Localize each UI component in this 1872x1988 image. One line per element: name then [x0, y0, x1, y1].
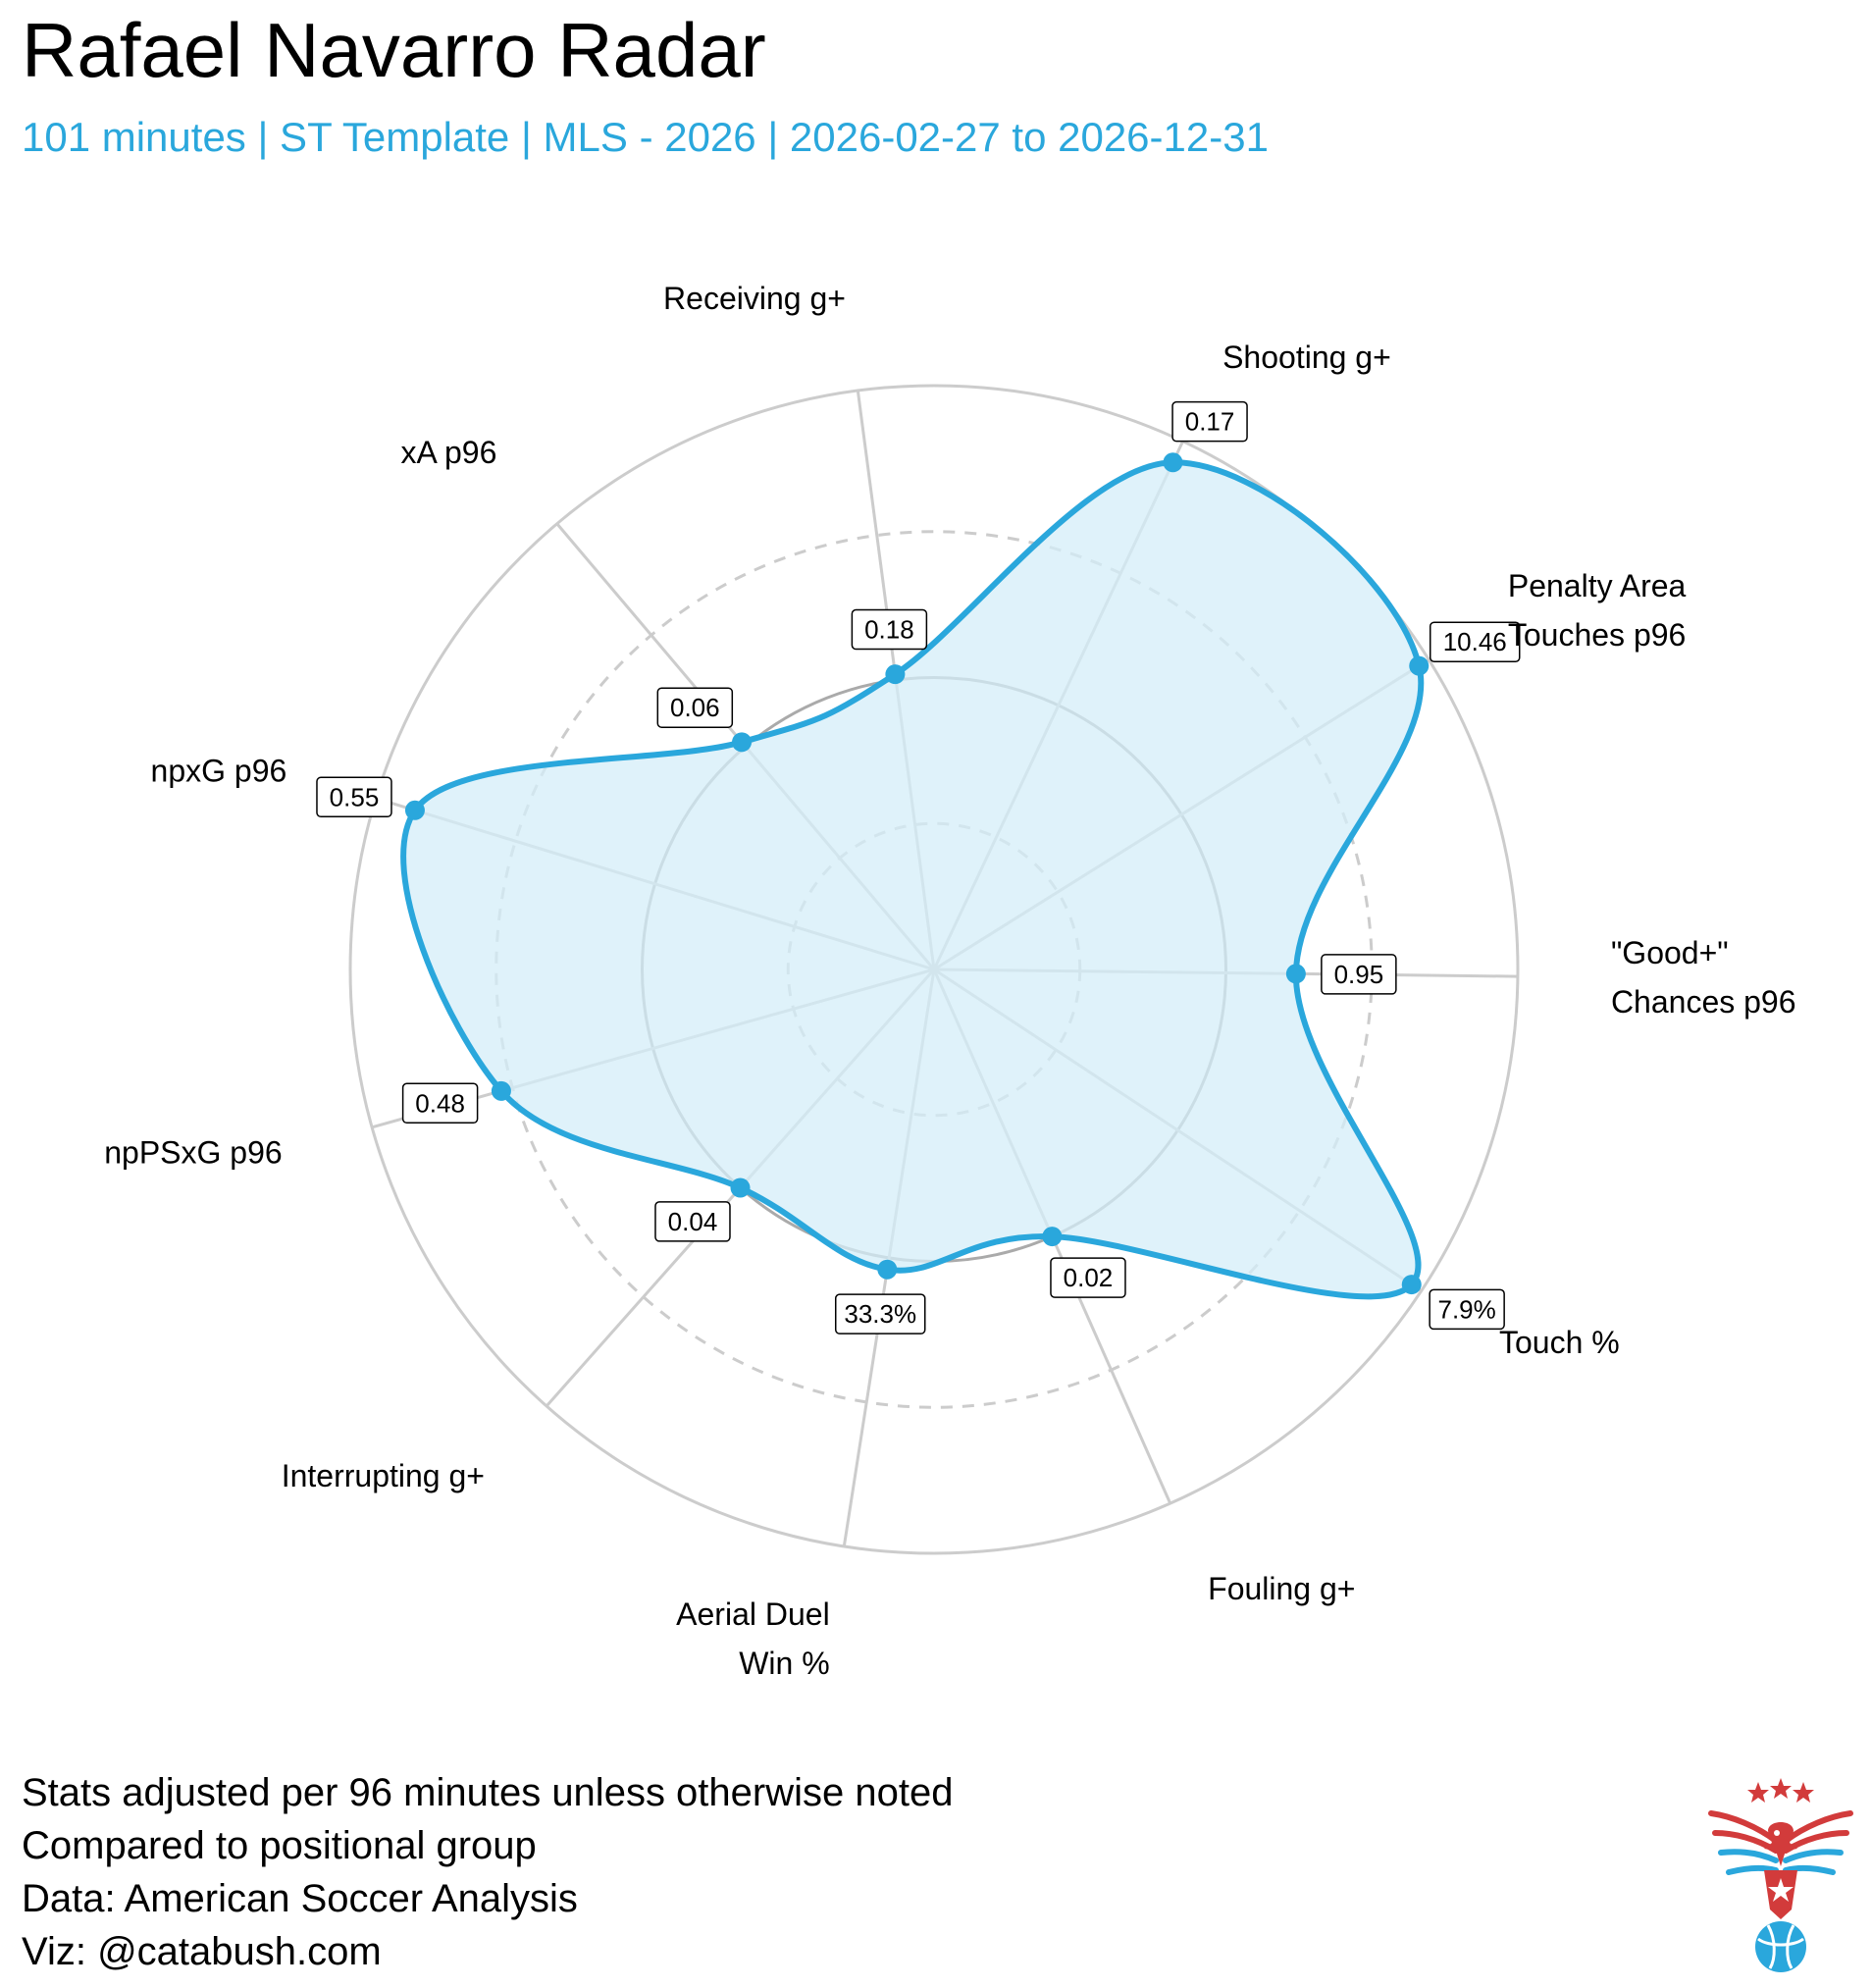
value-label: 0.04	[654, 1201, 731, 1242]
value-label: 33.3%	[834, 1293, 926, 1334]
eagle-logo-icon	[1708, 1778, 1853, 1972]
axis-label: Shooting g+	[1222, 340, 1391, 375]
footer-line: Stats adjusted per 96 minutes unless oth…	[22, 1771, 954, 1814]
value-label-text: 33.3%	[844, 1299, 916, 1329]
radar-point	[404, 800, 425, 820]
axis-label: Receiving g+	[663, 281, 846, 316]
radar-shape	[400, 459, 1425, 1300]
footer-line: Viz: @catabush.com	[22, 1930, 382, 1973]
radar-point	[1409, 655, 1430, 676]
chart-subtitle: 101 minutes | ST Template | MLS - 2026 |…	[22, 114, 1269, 160]
axis-label: npxG p96	[151, 754, 287, 789]
radar-area	[403, 462, 1422, 1297]
value-label-text: 0.02	[1064, 1263, 1114, 1292]
radar-point	[1401, 1275, 1422, 1295]
value-label: 0.02	[1050, 1257, 1126, 1298]
axis-label: Aerial Duel Win %	[676, 1596, 830, 1681]
radar-point	[732, 732, 753, 753]
axis-label: "Good+" Chances p96	[1611, 935, 1796, 1020]
value-label: 0.95	[1321, 954, 1397, 995]
radar-point	[1042, 1227, 1063, 1247]
value-label-text: 0.48	[415, 1088, 465, 1118]
value-label: 0.17	[1171, 400, 1248, 443]
axis-label: Touch %	[1499, 1325, 1620, 1360]
value-label-text: 0.55	[330, 782, 380, 811]
value-label-text: 10.46	[1443, 627, 1507, 656]
axis-label: npPSxG p96	[104, 1135, 282, 1171]
value-label-text: 7.9%	[1438, 1294, 1496, 1324]
radar-axis-labels: Receiving g+ Shooting g+ Penalty Area Touch…	[104, 281, 1795, 1681]
value-label-text: 0.18	[864, 615, 914, 645]
value-label: 0.48	[401, 1082, 479, 1125]
radar-point	[885, 664, 906, 685]
value-label: 0.18	[851, 608, 928, 651]
value-label-text: 0.04	[668, 1207, 718, 1236]
radar-points	[404, 452, 1430, 1295]
radar-point	[1285, 964, 1306, 984]
radar-point	[491, 1080, 511, 1101]
axis-label: xA p96	[401, 435, 497, 470]
chart-title: Rafael Navarro Radar	[22, 7, 766, 93]
footer-line: Compared to positional group	[22, 1824, 537, 1867]
radar-point	[1163, 452, 1183, 473]
value-label: 10.46	[1429, 621, 1521, 662]
value-label-text: 0.95	[1334, 960, 1384, 989]
value-label: 7.9%	[1429, 1288, 1505, 1331]
value-label: 0.55	[316, 776, 392, 818]
value-label-text: 0.17	[1185, 407, 1235, 437]
footer-notes: Stats adjusted per 96 minutes unless oth…	[22, 1766, 953, 1978]
radar-point	[877, 1259, 898, 1280]
grid-ring	[348, 384, 1520, 1555]
footer-line: Data: American Soccer Analysis	[22, 1877, 578, 1920]
radar-point	[730, 1177, 751, 1198]
radar-chart: 0.18 0.17 10.46 0.95 7.9% 0.02 33.3% 0.04 0.48 0.…	[104, 281, 1795, 1681]
radar-value-labels: 0.18 0.17 10.46 0.95 7.9% 0.02 33.3% 0.04 0.48 0.…	[316, 400, 1521, 1334]
value-label-text: 0.06	[670, 693, 720, 722]
axis-label: Penalty Area Touches p96	[1508, 568, 1687, 653]
axis-label: Fouling g+	[1208, 1571, 1355, 1606]
axis-label: Interrupting g+	[282, 1458, 485, 1493]
value-label: 0.06	[656, 687, 734, 728]
